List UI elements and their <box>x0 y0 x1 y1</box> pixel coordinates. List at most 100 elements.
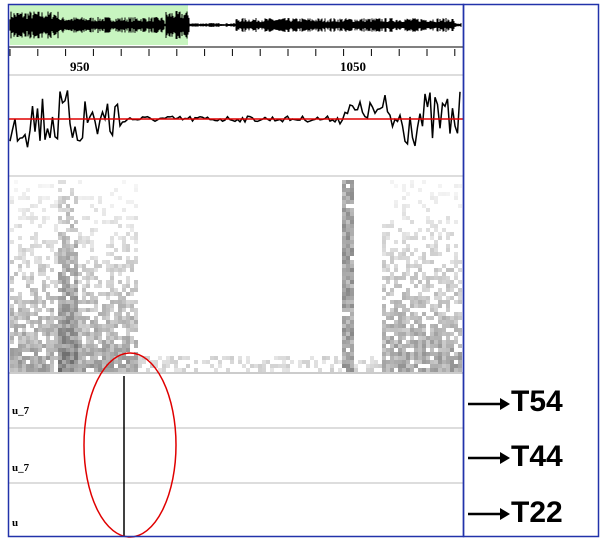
spectrogram-cell <box>454 244 458 248</box>
spectrogram-cell <box>114 292 118 296</box>
spectrogram-cell <box>70 192 74 196</box>
spectrogram-cell <box>26 320 30 324</box>
spectrogram-cell <box>90 352 94 356</box>
spectrogram-cell <box>130 340 134 344</box>
spectrogram-cell <box>30 236 34 240</box>
spectrogram-cell <box>438 296 442 300</box>
spectrogram-cell <box>350 224 354 228</box>
spectrogram-cell <box>342 244 346 248</box>
spectrogram-cell <box>106 312 110 316</box>
spectrogram-cell <box>102 260 106 264</box>
spectrogram-cell <box>110 308 114 312</box>
spectrogram-cell <box>414 284 418 288</box>
spectrogram-cell <box>146 356 150 360</box>
spectrogram-cell <box>54 256 58 260</box>
spectrogram-cell <box>382 364 386 368</box>
spectrogram-cell <box>162 364 166 368</box>
spectrogram-cell <box>362 360 366 364</box>
spectrogram-cell <box>66 320 70 324</box>
spectrogram-cell <box>306 360 310 364</box>
spectrogram-cell <box>66 220 70 224</box>
spectrogram-cell <box>434 332 438 336</box>
spectrogram-cell <box>250 364 254 368</box>
spectrogram-cell <box>342 196 346 200</box>
spectrogram-cell <box>86 360 90 364</box>
spectrogram-cell <box>134 344 138 348</box>
spectrogram-cell <box>62 292 66 296</box>
spectrogram-cell <box>22 256 26 260</box>
spectrogram-cell <box>66 244 70 248</box>
spectrogram-cell <box>414 236 418 240</box>
spectrogram-cell <box>282 360 286 364</box>
spectrogram-cell <box>330 368 334 372</box>
spectrogram-cell <box>386 336 390 340</box>
spectrogram-cell <box>58 340 62 344</box>
spectrogram-cell <box>350 208 354 212</box>
spectrogram-cell <box>346 360 350 364</box>
spectrogram-cell <box>38 348 42 352</box>
spectrogram-cell <box>70 304 74 308</box>
spectrogram-cell <box>74 368 78 372</box>
spectrogram-cell <box>90 364 94 368</box>
spectrogram-cell <box>206 360 210 364</box>
spectrogram-cell <box>94 304 98 308</box>
spectrogram-cell <box>306 364 310 368</box>
spectrogram-cell <box>386 360 390 364</box>
spectrogram-cell <box>126 340 130 344</box>
spectrogram-cell <box>414 276 418 280</box>
spectrogram-cell <box>430 336 434 340</box>
spectrogram-cell <box>418 324 422 328</box>
spectrogram-cell <box>438 276 442 280</box>
spectrogram-cell <box>350 280 354 284</box>
spectrogram-cell <box>110 368 114 372</box>
spectrogram-cell <box>74 296 78 300</box>
spectrogram-cell <box>74 228 78 232</box>
spectrogram-cell <box>438 192 442 196</box>
spectrogram-cell <box>410 356 414 360</box>
spectrogram-cell <box>394 324 398 328</box>
spectrogram-cell <box>82 284 86 288</box>
spectrogram-cell <box>438 304 442 308</box>
spectrogram-cell <box>170 356 174 360</box>
spectrogram-cell <box>406 344 410 348</box>
spectrogram-cell <box>74 240 78 244</box>
spectrogram-cell <box>430 352 434 356</box>
spectrogram-cell <box>22 356 26 360</box>
spectrogram-cell <box>46 244 50 248</box>
spectrogram-cell <box>438 268 442 272</box>
spectrogram-cell <box>22 316 26 320</box>
spectrogram-cell <box>342 344 346 348</box>
spectrogram-cell <box>258 364 262 368</box>
spectrogram-cell <box>22 308 26 312</box>
spectrogram-cell <box>382 352 386 356</box>
spectrogram-cell <box>386 340 390 344</box>
ruler-label: 1050 <box>340 59 366 74</box>
spectrogram-cell <box>74 336 78 340</box>
spectrogram-cell <box>66 284 70 288</box>
spectrogram-cell <box>82 360 86 364</box>
spectrogram-cell <box>454 184 458 188</box>
spectrogram-cell <box>342 324 346 328</box>
spectrogram-cell <box>74 284 78 288</box>
spectrogram-cell <box>174 360 178 364</box>
spectrogram-cell <box>42 368 46 372</box>
spectrogram-cell <box>66 228 70 232</box>
spectrogram-cell <box>458 364 462 368</box>
spectrogram-cell <box>434 368 438 372</box>
spectrogram-cell <box>130 328 134 332</box>
spectrogram-cell <box>402 352 406 356</box>
spectrogram-cell <box>66 240 70 244</box>
spectrogram-cell <box>454 272 458 276</box>
spectrogram-cell <box>106 260 110 264</box>
spectrogram-cell <box>50 348 54 352</box>
spectrogram-cell <box>350 340 354 344</box>
spectrogram-cell <box>50 356 54 360</box>
spectrogram-cell <box>458 204 462 208</box>
spectrogram-cell <box>70 340 74 344</box>
spectrogram-cell <box>34 292 38 296</box>
spectrogram-cell <box>382 232 386 236</box>
spectrogram-cell <box>126 280 130 284</box>
spectrogram-cell <box>450 320 454 324</box>
spectrogram-cell <box>262 364 266 368</box>
spectrogram-cell <box>450 260 454 264</box>
